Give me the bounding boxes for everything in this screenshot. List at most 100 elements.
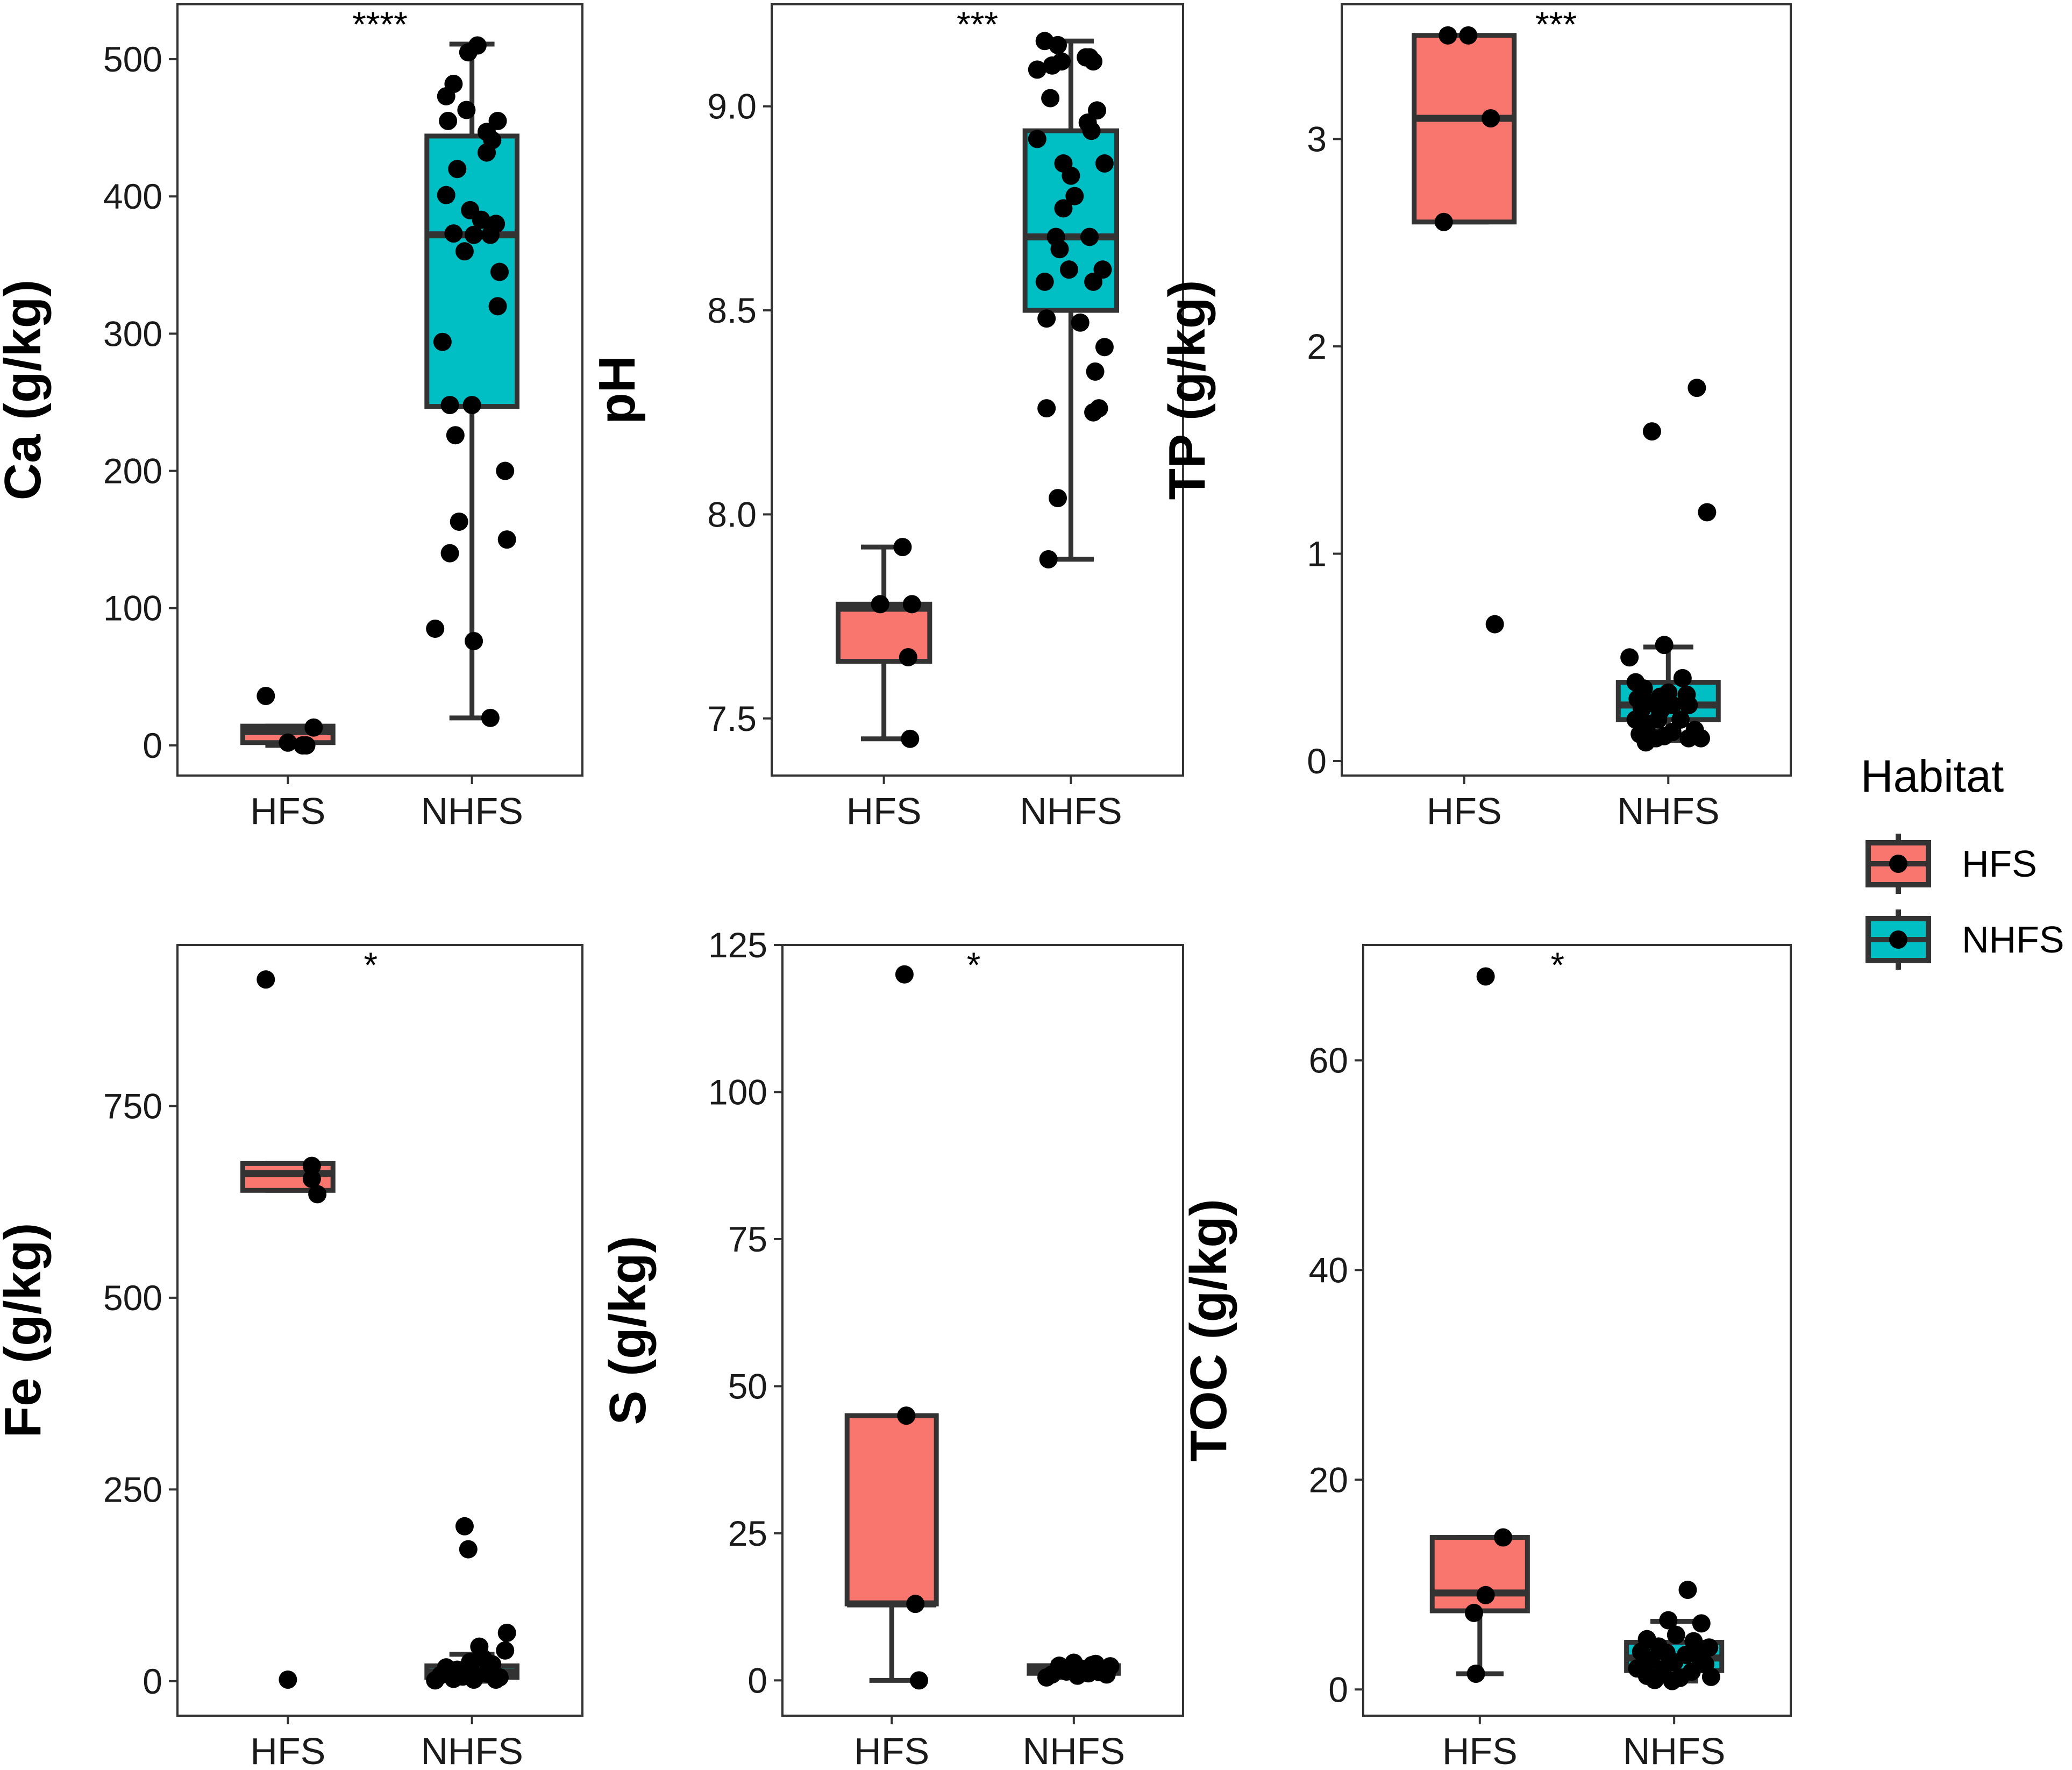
panel-5-ytick-label-2: 50 — [728, 1366, 767, 1406]
panel-3-ytick-label-3: 3 — [1307, 119, 1327, 159]
panel-2-box-hfs — [835, 538, 932, 748]
panel-2-ytick-label-1: 8.0 — [707, 494, 757, 534]
legend-key-nhfs — [1865, 909, 1931, 970]
panel-1-ytick-label-4: 400 — [103, 176, 162, 216]
panel-3-hfs-box — [1412, 33, 1517, 225]
panel-1-nhfs-point — [444, 74, 463, 93]
panel-4-nhfs-point — [496, 1641, 515, 1660]
panel-6-hfs-point — [1494, 1528, 1513, 1547]
panel-4-nhfs-point — [444, 1669, 463, 1688]
panel-2-nhfs-point — [1084, 52, 1103, 71]
legend-title: Habitat — [1861, 751, 2004, 801]
panel-1-ytick-label-2: 200 — [103, 451, 162, 491]
panel-5-nhfs-point — [1037, 1668, 1056, 1687]
panel-6-ytick-label-2: 40 — [1309, 1250, 1348, 1290]
panel-2-nhfs-point — [1039, 550, 1058, 568]
panel-2-frame — [771, 3, 1184, 777]
panel-3-ylabel: TP (g/kg) — [1158, 280, 1216, 500]
panel-1-nhfs-point — [444, 224, 463, 243]
panel-4-nhfs-point — [497, 1624, 516, 1643]
panel-1-nhfs-point — [455, 242, 474, 261]
panel-2-xtick-label-0: HFS — [846, 790, 922, 832]
panel-5-ytick-label-5: 125 — [708, 925, 767, 965]
panel-5-hfs-point — [895, 965, 914, 984]
panel-2-hfs-point — [899, 648, 917, 666]
panel-1-ytick-label-3: 300 — [103, 314, 162, 353]
panel-1-nhfs-point — [462, 396, 481, 415]
panel-6-ytick-label-3: 60 — [1309, 1040, 1348, 1080]
panel-6-hfs-point — [1464, 1603, 1483, 1622]
panel-3-nhfs-point — [1655, 636, 1674, 655]
panel-1-significance: **** — [352, 4, 408, 44]
panel-2-box-nhfs — [1022, 32, 1120, 568]
panel-5-hfs-point — [909, 1671, 928, 1690]
legend-label-hfs: HFS — [1962, 843, 2037, 885]
panel-2-hfs-point — [902, 595, 921, 614]
panel-5-hfs-point — [906, 1595, 925, 1613]
panel-1-nhfs-point — [448, 160, 467, 179]
panel-2-hfs-point — [893, 538, 912, 557]
panel-3-hfs-point — [1459, 26, 1478, 45]
panel-2-nhfs-point — [1090, 399, 1108, 418]
panel-1-nhfs-point — [433, 332, 452, 351]
panel-6-hfs-point — [1476, 1586, 1495, 1604]
panel-4-nhfs-point — [487, 1670, 505, 1689]
panel-3-nhfs-point — [1655, 727, 1674, 745]
panel-1-nhfs-point — [481, 708, 500, 727]
panel-6-xtick-label-0: HFS — [1442, 1730, 1518, 1770]
panel-2-nhfs-point — [1065, 187, 1084, 205]
panel-5-nhfs-point — [1068, 1666, 1087, 1685]
panel-4-ytick-label-3: 750 — [103, 1086, 162, 1126]
panel-2-nhfs-point — [1086, 362, 1105, 381]
panel-1: 0 100 200 300 400 500 HFS NHFS Ca (g/kg) **** — [0, 3, 583, 832]
panel-3-box-nhfs — [1615, 379, 1721, 752]
panel-2-ytick-label-3: 9.0 — [707, 87, 757, 126]
panel-2-nhfs-point — [1035, 272, 1054, 291]
panel-6-ytick-label-0: 0 — [1328, 1669, 1348, 1709]
panel-1-hfs-point — [257, 687, 275, 706]
panel-5-ylabel: S (g/kg) — [599, 1236, 657, 1425]
panel-1-xtick-label-1: NHFS — [421, 790, 523, 832]
panel-5: 0 25 50 75 100 125 HFS NHFS S (g/kg) * — [599, 925, 1184, 1770]
panel-6-hfs-point — [1466, 1665, 1485, 1683]
panel-4-box-hfs — [240, 970, 336, 1689]
panel-2-nhfs-point — [1054, 199, 1073, 218]
panel-4-hfs-point — [257, 970, 275, 989]
panel-6-nhfs-point — [1701, 1667, 1720, 1686]
panel-6-significance: * — [1551, 945, 1565, 985]
panel-6-box-hfs — [1429, 967, 1530, 1683]
panel-1-nhfs-point — [497, 530, 516, 549]
panel-3-nhfs-point — [1642, 422, 1661, 441]
panel-1-nhfs-point — [478, 143, 496, 162]
panel-3-nhfs-point — [1673, 669, 1692, 687]
panel-3-box-hfs — [1412, 26, 1517, 634]
panel-5-frame — [781, 944, 1184, 1717]
panel-5-ytick-label-4: 100 — [708, 1072, 767, 1112]
panel-3-xtick-label-0: HFS — [1427, 790, 1502, 832]
panel-2-ytick-label-2: 8.5 — [707, 290, 757, 330]
panel-1-xtick-label-0: HFS — [250, 790, 325, 832]
panel-1-nhfs-point — [426, 619, 445, 638]
panel-4-hfs-point — [308, 1185, 327, 1204]
panel-2-xtick-label-1: NHFS — [1020, 790, 1122, 832]
panel-6-nhfs-point — [1692, 1614, 1711, 1633]
panel-2-ytick-label-0: 7.5 — [707, 699, 757, 738]
panel-2-nhfs-point — [1052, 52, 1071, 71]
panel-4-nhfs-point — [459, 1540, 478, 1559]
panel-6-ytick-label-1: 20 — [1309, 1460, 1348, 1499]
panel-5-box-hfs — [844, 965, 939, 1690]
panel-2-nhfs-point — [1084, 272, 1103, 291]
panel-3-hfs-point — [1485, 615, 1504, 634]
panel-4-hfs-point — [302, 1156, 321, 1175]
panel-2-nhfs-point — [1049, 489, 1067, 508]
panel-3-nhfs-point — [1687, 379, 1706, 397]
panel-3-nhfs-point — [1636, 733, 1655, 752]
panel-2-nhfs-point — [1049, 35, 1067, 54]
panel-4-hfs-point — [279, 1670, 297, 1689]
panel-3-hfs-point — [1434, 212, 1453, 231]
panel-3-hfs-point — [1439, 26, 1457, 45]
panel-4-nhfs-point — [455, 1517, 474, 1536]
panel-3-nhfs-point — [1692, 729, 1710, 748]
panel-3-frame — [1341, 3, 1792, 777]
panel-1-nhfs-point — [490, 262, 509, 281]
